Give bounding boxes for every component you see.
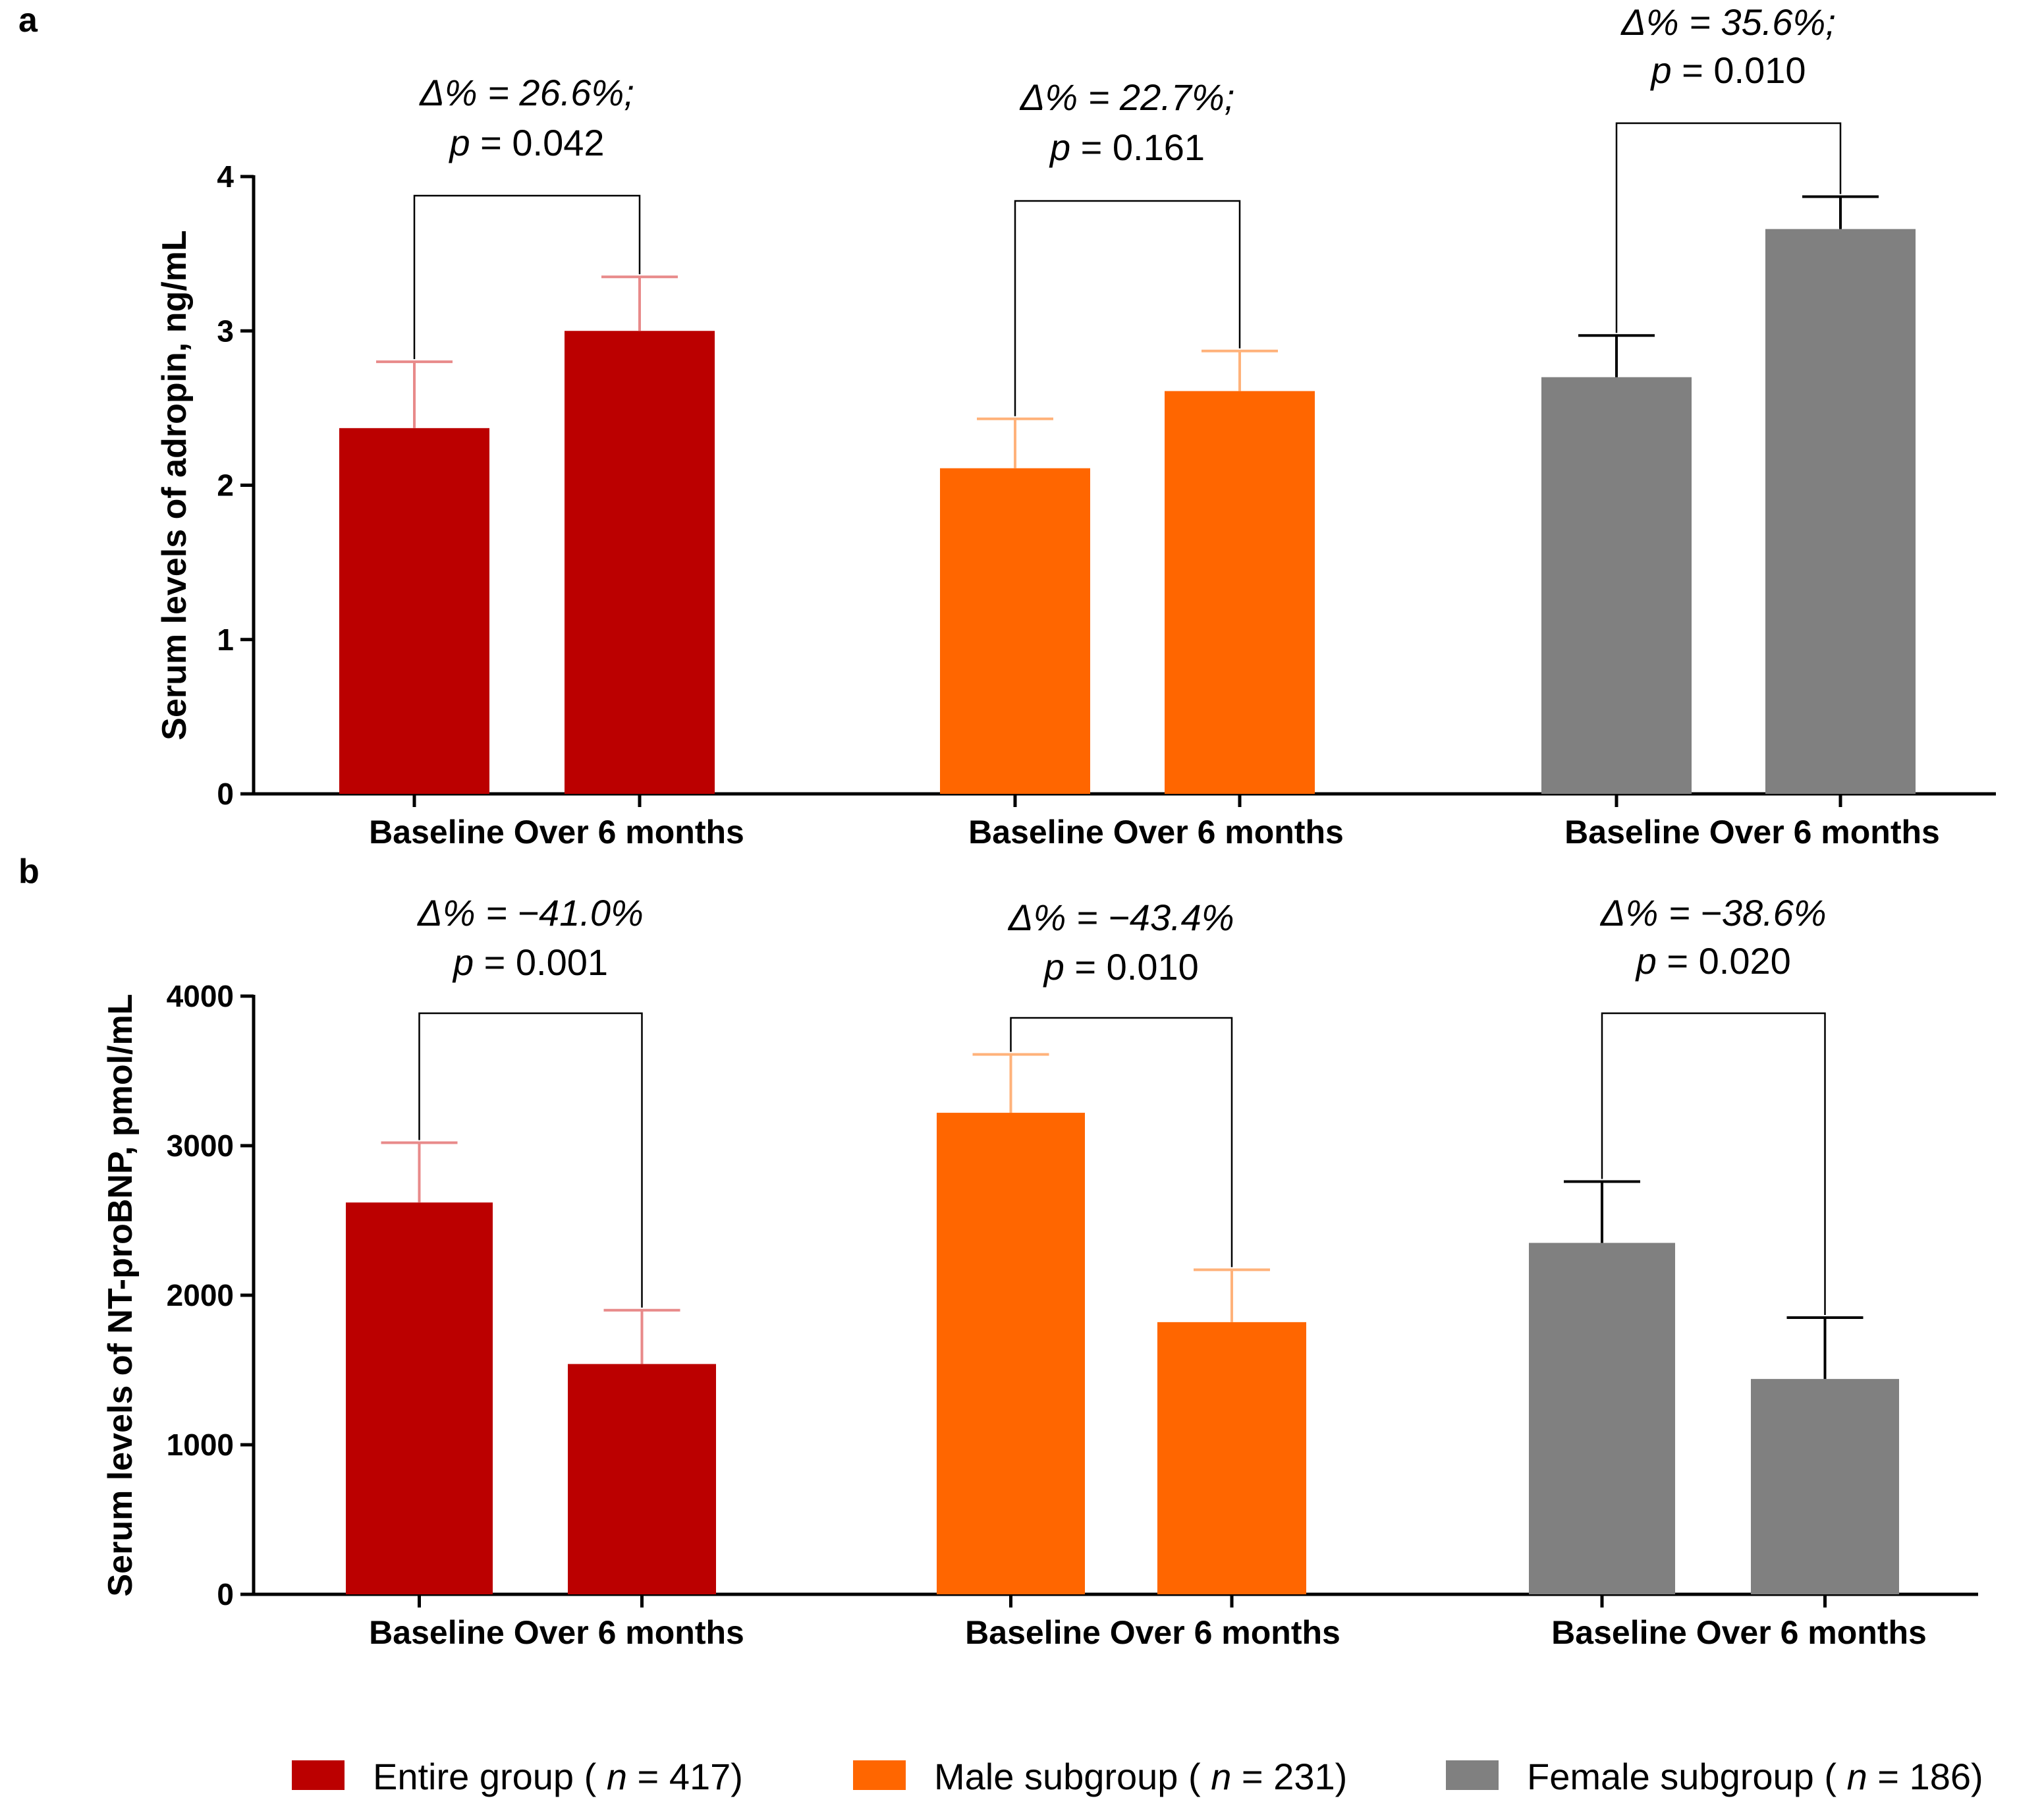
p-value: = 0.010 bbox=[1064, 946, 1199, 988]
p-value: = 0.042 bbox=[470, 122, 605, 163]
x-axis-group-label: Baseline Over 6 months bbox=[1564, 814, 1940, 851]
legend-swatch bbox=[1446, 1760, 1499, 1790]
legend-n-symbol: n bbox=[607, 1756, 627, 1797]
x-axis-group-label: Baseline Over 6 months bbox=[1551, 1614, 1927, 1651]
y-axis-title: Serum levels of NT-proBNP, pmol/mL bbox=[101, 993, 140, 1596]
p-symbol: p bbox=[1649, 49, 1671, 91]
bar bbox=[565, 331, 715, 794]
delta-annotation: Δ% = −43.4% bbox=[1007, 897, 1234, 938]
bar bbox=[346, 1202, 493, 1594]
y-tick-label: 0 bbox=[217, 777, 234, 811]
delta-annotation: Δ% = −38.6% bbox=[1599, 892, 1827, 934]
panel-a: a 0 1 2 3 4 Serum levels of adropin, ng/mL Δ% =… bbox=[18, 1, 1996, 851]
y-axis-title: Serum levels of adropin, ng/mL bbox=[155, 230, 194, 740]
bar bbox=[1541, 377, 1692, 794]
p-symbol: p bbox=[448, 122, 470, 163]
p-symbol: p bbox=[1049, 126, 1070, 168]
legend-label-suffix: = 417) bbox=[627, 1756, 743, 1797]
p-value: = 0.020 bbox=[1657, 940, 1791, 982]
p-annotation: p = 0.001 bbox=[452, 941, 608, 983]
legend-label-suffix: = 231) bbox=[1231, 1756, 1347, 1797]
y-tick-label: 0 bbox=[217, 1577, 234, 1611]
x-axis-group-label: Baseline Over 6 months bbox=[968, 814, 1344, 851]
bar bbox=[339, 428, 489, 794]
bar bbox=[1765, 229, 1916, 794]
significance-bracket bbox=[1014, 200, 1241, 416]
bar bbox=[937, 1113, 1085, 1594]
significance-bracket bbox=[1615, 122, 1842, 333]
x-axis-group-label: Baseline Over 6 months bbox=[369, 814, 744, 851]
delta-annotation: Δ% = 35.6%; bbox=[1620, 1, 1836, 43]
delta-annotation: Δ% = 22.7%; bbox=[1019, 76, 1235, 118]
p-annotation: p = 0.020 bbox=[1635, 940, 1791, 982]
p-value: = 0.001 bbox=[474, 941, 608, 983]
legend-swatch bbox=[292, 1760, 345, 1790]
legend: Entire group ( n = 417) Male subgroup ( n… bbox=[292, 1756, 1983, 1797]
delta-annotation: Δ% = −41.0% bbox=[416, 892, 644, 934]
legend-label-prefix: Female subgroup ( bbox=[1527, 1756, 1847, 1797]
significance-bracket bbox=[1601, 1012, 1826, 1316]
y-tick-label: 1000 bbox=[167, 1428, 234, 1462]
legend-n-symbol: n bbox=[1847, 1756, 1867, 1797]
legend-n-symbol: n bbox=[1211, 1756, 1231, 1797]
bar bbox=[940, 468, 1090, 794]
bar bbox=[1157, 1322, 1306, 1594]
panel-b: b 0 1000 2000 3000 4000 Serum levels of NT-pro… bbox=[18, 853, 1978, 1651]
legend-label-suffix: = 186) bbox=[1867, 1756, 1983, 1797]
legend-label: Entire group ( n = 417) bbox=[373, 1756, 743, 1797]
p-value: = 0.010 bbox=[1672, 49, 1806, 91]
legend-swatch bbox=[853, 1760, 906, 1790]
p-annotation: p = 0.010 bbox=[1043, 946, 1199, 988]
x-axis-group-label: Baseline Over 6 months bbox=[369, 1614, 744, 1651]
bar bbox=[568, 1364, 716, 1594]
panel-letter: b bbox=[18, 853, 40, 891]
y-tick-label: 1 bbox=[217, 623, 234, 657]
significance-bracket bbox=[418, 1012, 643, 1308]
legend-label: Male subgroup ( n = 231) bbox=[934, 1756, 1347, 1797]
y-tick-label: 2000 bbox=[167, 1278, 234, 1312]
legend-label: Female subgroup ( n = 186) bbox=[1527, 1756, 1983, 1797]
legend-label-prefix: Entire group ( bbox=[373, 1756, 607, 1797]
panel-letter: a bbox=[18, 1, 38, 40]
y-tick-label: 4000 bbox=[167, 979, 234, 1013]
y-tick-label: 3 bbox=[217, 314, 234, 348]
y-tick-label: 4 bbox=[217, 159, 234, 194]
significance-bracket bbox=[413, 194, 641, 360]
p-annotation: p = 0.010 bbox=[1649, 49, 1806, 91]
p-symbol: p bbox=[1635, 940, 1657, 982]
x-axis-group-label: Baseline Over 6 months bbox=[965, 1614, 1340, 1651]
bar bbox=[1529, 1243, 1675, 1594]
p-symbol: p bbox=[1043, 946, 1064, 988]
p-symbol: p bbox=[452, 941, 474, 983]
delta-annotation: Δ% = 26.6%; bbox=[418, 72, 634, 113]
legend-label-prefix: Male subgroup ( bbox=[934, 1756, 1211, 1797]
bar bbox=[1165, 391, 1315, 794]
y-tick-label: 3000 bbox=[167, 1129, 234, 1163]
p-annotation: p = 0.042 bbox=[448, 122, 604, 163]
bar bbox=[1751, 1379, 1899, 1594]
y-tick-label: 2 bbox=[217, 468, 234, 503]
significance-bracket bbox=[1010, 1017, 1233, 1268]
p-annotation: p = 0.161 bbox=[1049, 126, 1205, 168]
p-value: = 0.161 bbox=[1070, 126, 1205, 168]
